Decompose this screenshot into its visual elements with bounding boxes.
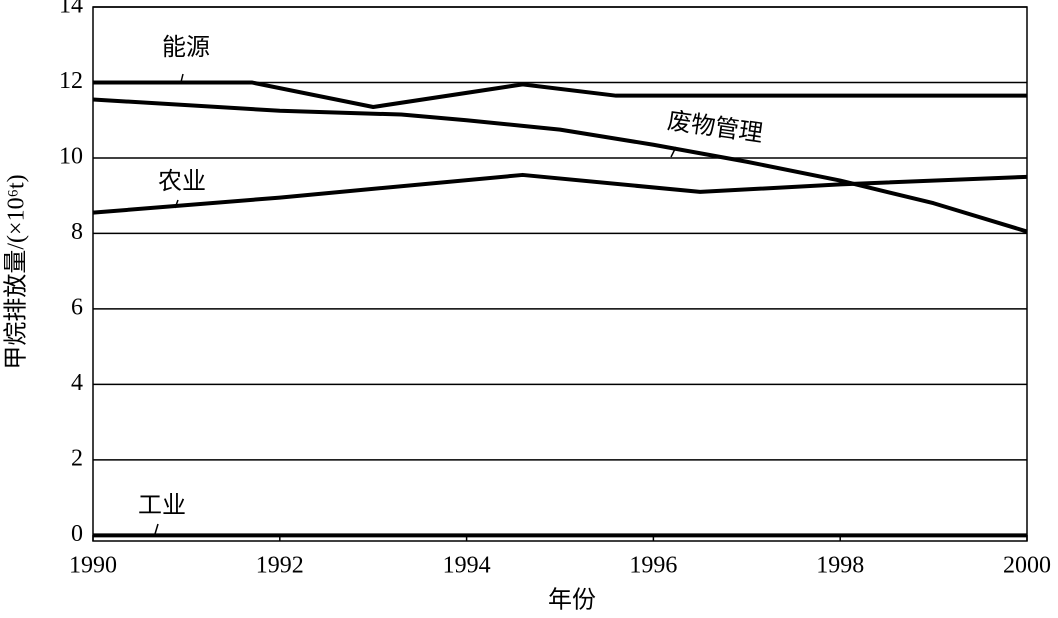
- plot-frame: [92, 6, 1028, 542]
- y-tick-label: 10: [59, 143, 83, 169]
- leader-line: [174, 199, 179, 209]
- x-axis-label: 年份: [548, 587, 596, 614]
- series-label: 工业: [138, 491, 186, 519]
- series-label: 农业: [158, 167, 206, 195]
- series-label: 废物管理: [666, 106, 765, 147]
- x-tick-label: 1990: [69, 553, 117, 579]
- y-tick-label: 0: [71, 521, 83, 547]
- x-tick-label: 2000: [1003, 553, 1051, 579]
- y-tick-label: 6: [71, 294, 83, 320]
- leader-line: [154, 523, 159, 535]
- y-tick-label: 4: [71, 370, 83, 396]
- series-line: [92, 97, 1028, 234]
- x-tick-label: 1992: [256, 553, 304, 579]
- y-tick-label: 12: [59, 68, 83, 94]
- x-tick-label: 1998: [816, 553, 864, 579]
- y-tick-label: 2: [71, 445, 83, 471]
- y-tick-label: 14: [59, 0, 83, 19]
- leader-line: [670, 146, 677, 158]
- series-label: 能源: [162, 33, 210, 61]
- y-tick-label: 8: [71, 219, 83, 245]
- series-line: [93, 80, 1027, 110]
- x-tick-label: 1996: [629, 553, 677, 579]
- x-tick-label: 1994: [443, 553, 491, 579]
- series-line: [92, 172, 1028, 215]
- leader-line: [180, 73, 184, 83]
- y-axis-label: 甲烷排放量/(×10⁶t): [3, 174, 30, 369]
